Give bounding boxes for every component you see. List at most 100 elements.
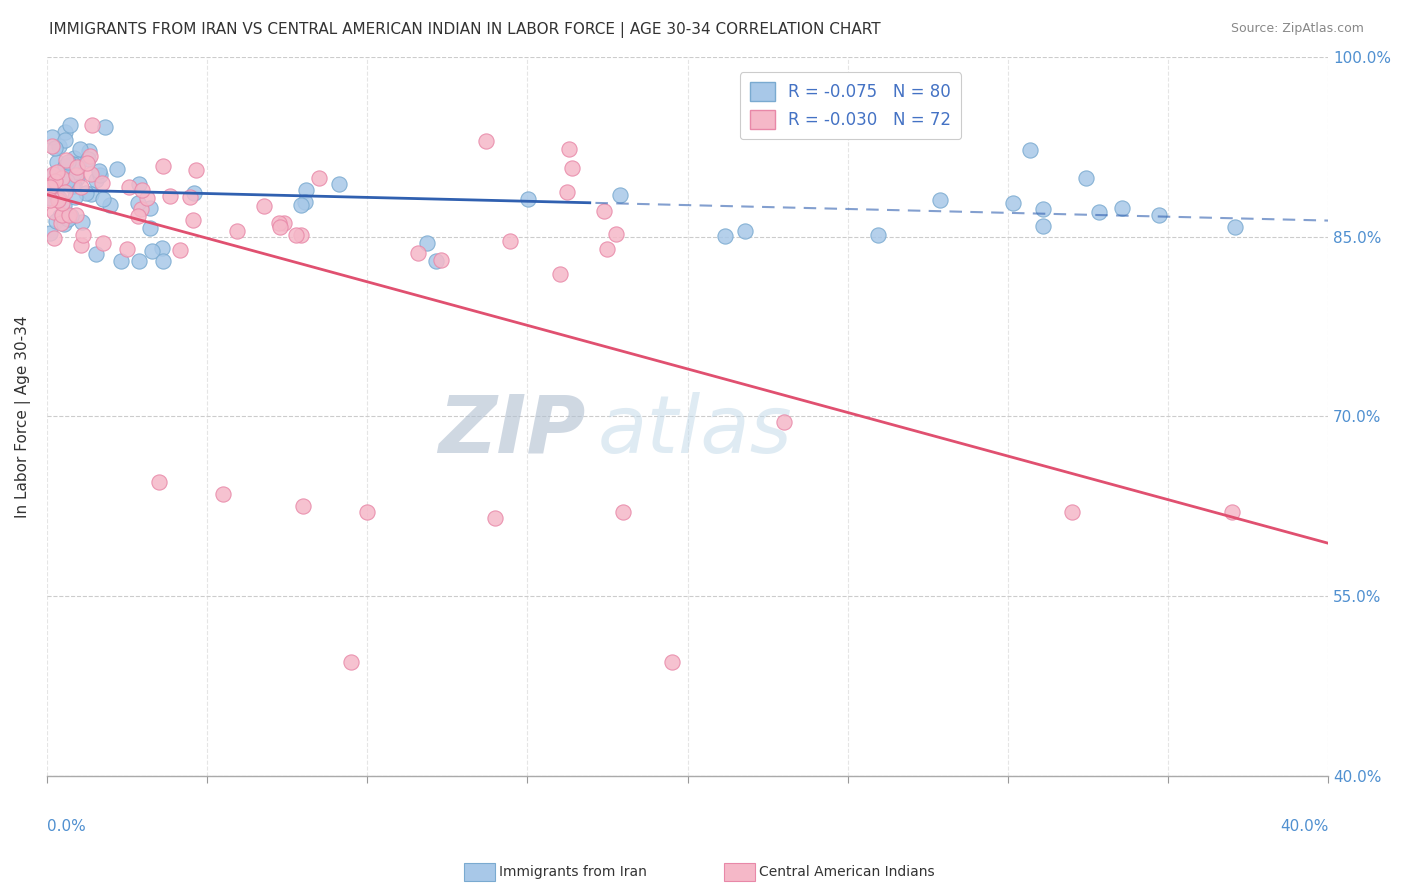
Point	[212, 487, 235, 501]
Point	[87, 164, 110, 178]
Point	[41, 167, 63, 181]
Point	[1149, 208, 1171, 222]
Point	[612, 505, 634, 519]
Point	[1001, 195, 1024, 210]
Point	[184, 162, 207, 177]
Point	[328, 178, 350, 192]
Text: IMMIGRANTS FROM IRAN VS CENTRAL AMERICAN INDIAN IN LABOR FORCE | AGE 30-34 CORRE: IMMIGRANTS FROM IRAN VS CENTRAL AMERICAN…	[49, 22, 880, 38]
Text: Central American Indians: Central American Indians	[759, 865, 935, 880]
Point	[98, 198, 121, 212]
Point	[484, 511, 506, 525]
Point	[80, 118, 103, 132]
Text: 0.0%: 0.0%	[46, 820, 86, 834]
Point	[929, 193, 952, 207]
Point	[70, 215, 93, 229]
Point	[661, 655, 683, 669]
Point	[89, 168, 111, 182]
Text: ZIP: ZIP	[437, 392, 585, 470]
Point	[62, 152, 84, 166]
Point	[39, 191, 62, 205]
Point	[39, 193, 62, 207]
Point	[356, 505, 378, 519]
Point	[152, 253, 174, 268]
Point	[65, 189, 87, 203]
Point	[148, 475, 170, 490]
Point	[179, 189, 201, 203]
Point	[42, 205, 65, 219]
Point	[75, 186, 97, 200]
Point	[596, 243, 619, 257]
Point	[225, 224, 247, 238]
Text: atlas: atlas	[598, 392, 793, 470]
Point	[561, 161, 583, 176]
Point	[866, 227, 889, 242]
Point	[46, 155, 69, 169]
Point	[65, 169, 87, 183]
Point	[181, 213, 204, 227]
Point	[1074, 170, 1097, 185]
Point	[53, 198, 76, 212]
Point	[60, 157, 83, 171]
Point	[548, 268, 571, 282]
Point	[139, 221, 162, 235]
Point	[141, 244, 163, 259]
Point	[56, 154, 79, 169]
Point	[51, 169, 73, 184]
Point	[41, 139, 63, 153]
Point	[52, 217, 75, 231]
Point	[59, 209, 82, 223]
Point	[69, 142, 91, 156]
Point	[93, 235, 115, 250]
Point	[48, 139, 70, 153]
Point	[253, 198, 276, 212]
Point	[53, 159, 76, 173]
Point	[76, 156, 98, 170]
Point	[51, 171, 73, 186]
Point	[609, 188, 631, 202]
Point	[558, 142, 581, 156]
Point	[58, 170, 80, 185]
Point	[94, 120, 117, 135]
Point	[592, 203, 614, 218]
Point	[90, 176, 112, 190]
Point	[1225, 219, 1247, 234]
Point	[498, 234, 520, 248]
Point	[1031, 202, 1053, 217]
Text: Immigrants from Iran: Immigrants from Iran	[499, 865, 647, 880]
Point	[44, 141, 66, 155]
Point	[183, 186, 205, 200]
Point	[152, 159, 174, 173]
Point	[127, 195, 149, 210]
Point	[430, 253, 453, 268]
Point	[131, 183, 153, 197]
Point	[39, 226, 62, 240]
Point	[169, 243, 191, 257]
Point	[56, 212, 79, 227]
Point	[39, 183, 62, 197]
Point	[1019, 143, 1042, 157]
Point	[62, 157, 84, 171]
Point	[79, 149, 101, 163]
Point	[65, 165, 87, 179]
Point	[406, 246, 429, 260]
Point	[51, 208, 73, 222]
Point	[65, 208, 87, 222]
Point	[49, 216, 72, 230]
Point	[79, 145, 101, 159]
Point	[72, 228, 94, 243]
Point	[79, 187, 101, 202]
Point	[159, 189, 181, 203]
Point	[45, 214, 67, 228]
Point	[46, 165, 69, 179]
Point	[294, 195, 316, 210]
Point	[267, 217, 290, 231]
Text: Source: ZipAtlas.com: Source: ZipAtlas.com	[1230, 22, 1364, 36]
Point	[55, 126, 77, 140]
Point	[292, 500, 315, 514]
Point	[128, 253, 150, 268]
Point	[425, 253, 447, 268]
Point	[65, 160, 87, 174]
Point	[80, 168, 103, 182]
Point	[475, 134, 498, 148]
Point	[55, 153, 77, 168]
